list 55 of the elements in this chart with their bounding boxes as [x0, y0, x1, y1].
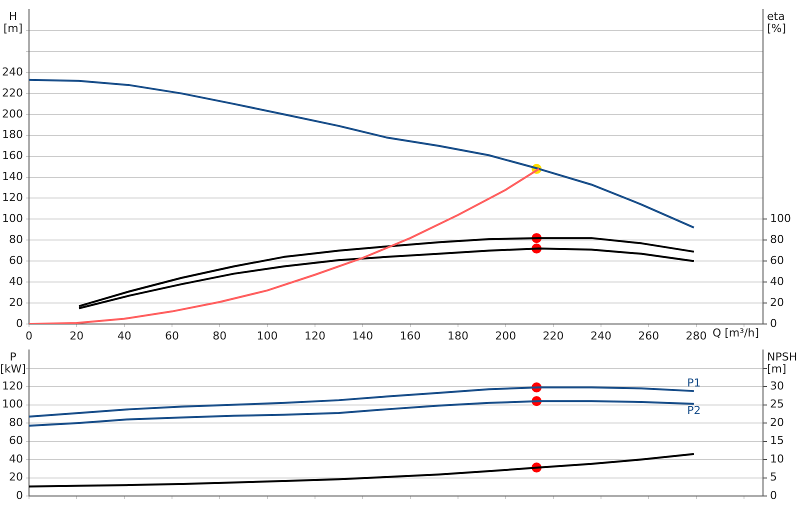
y-tick-label: 140 [2, 170, 23, 184]
y2-axis-title: eta [%] [767, 10, 786, 35]
y2-tick-label: 30 [770, 379, 784, 392]
x-tick-label: 240 [590, 329, 612, 342]
x-tick-label: 220 [542, 329, 564, 342]
y-tick-label: 60 [9, 254, 23, 267]
x-tick-label: 200 [495, 329, 516, 342]
x-tick-label: 120 [304, 329, 326, 342]
y2-tick-label: 20 [770, 416, 784, 429]
y-tick-label: 40 [9, 274, 23, 288]
y2-tick-label: 40 [770, 274, 784, 288]
series-label: P1 [687, 376, 701, 390]
x-tick-label: 60 [164, 329, 179, 342]
y2-tick-label: 10 [770, 452, 784, 466]
x-tick-label: 260 [638, 329, 660, 342]
x-tick-label: 20 [70, 329, 84, 342]
y-tick-label: 20 [9, 470, 23, 484]
x-tick-label: 140 [352, 329, 374, 342]
y-tick-label: 20 [9, 296, 23, 309]
y-tick-label: 120 [2, 379, 23, 392]
y-axis-title: P [kW] [0, 350, 26, 376]
y2-tick-label: 80 [770, 233, 784, 246]
y-tick-label: 80 [9, 233, 23, 246]
y-tick-label: 100 [2, 212, 23, 226]
y2-tick-label: 100 [770, 212, 791, 226]
y-tick-label: 180 [2, 128, 23, 142]
x-tick-label: 80 [212, 329, 227, 342]
x-axis-title: Q [m³/h] [712, 326, 759, 340]
y-tick-label: 120 [2, 191, 23, 204]
x-tick-label: 0 [26, 329, 32, 342]
y-tick-label: 0 [16, 316, 23, 330]
y-tick-label: 60 [9, 434, 23, 448]
y2-tick-label: 5 [770, 470, 777, 484]
y2-tick-label: 0 [770, 316, 777, 330]
y-axis-title: H [m] [3, 10, 23, 35]
x-tick-label: 280 [686, 329, 707, 342]
y-tick-label: 160 [2, 149, 23, 162]
y-tick-label: 40 [9, 452, 23, 466]
x-tick-label: 160 [400, 329, 421, 342]
y-tick-label: 0 [16, 488, 23, 502]
y2-tick-label: 20 [770, 296, 784, 309]
y2-tick-label: 15 [770, 434, 784, 448]
series-label: P2 [687, 404, 701, 418]
x-tick-label: 40 [117, 329, 132, 342]
x-tick-label: 180 [447, 329, 468, 342]
y2-axis-title: NPSH [m] [767, 350, 798, 376]
y-tick-label: 200 [2, 107, 23, 120]
y-tick-label: 220 [2, 86, 23, 100]
y-tick-label: 100 [2, 398, 23, 411]
x-tick-label: 100 [256, 329, 278, 342]
y2-tick-label: 0 [770, 488, 777, 502]
y2-tick-label: 25 [770, 398, 784, 411]
y-tick-label: 80 [9, 416, 23, 429]
y2-tick-label: 60 [770, 254, 784, 267]
y-tick-label: 240 [2, 65, 23, 78]
